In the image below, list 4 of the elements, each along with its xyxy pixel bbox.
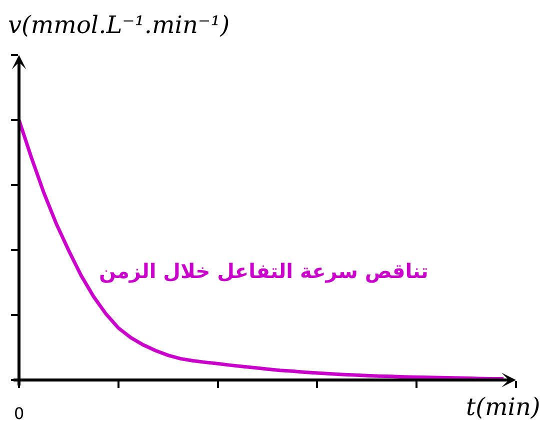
x-axis-title: t(min): [466, 393, 540, 421]
series-label: تناقص سرعة التفاعل خلال الزمن: [99, 259, 428, 283]
y-axis-title: v(mmol.L⁻¹.min⁻¹): [8, 11, 230, 39]
text: 0: [14, 404, 24, 423]
